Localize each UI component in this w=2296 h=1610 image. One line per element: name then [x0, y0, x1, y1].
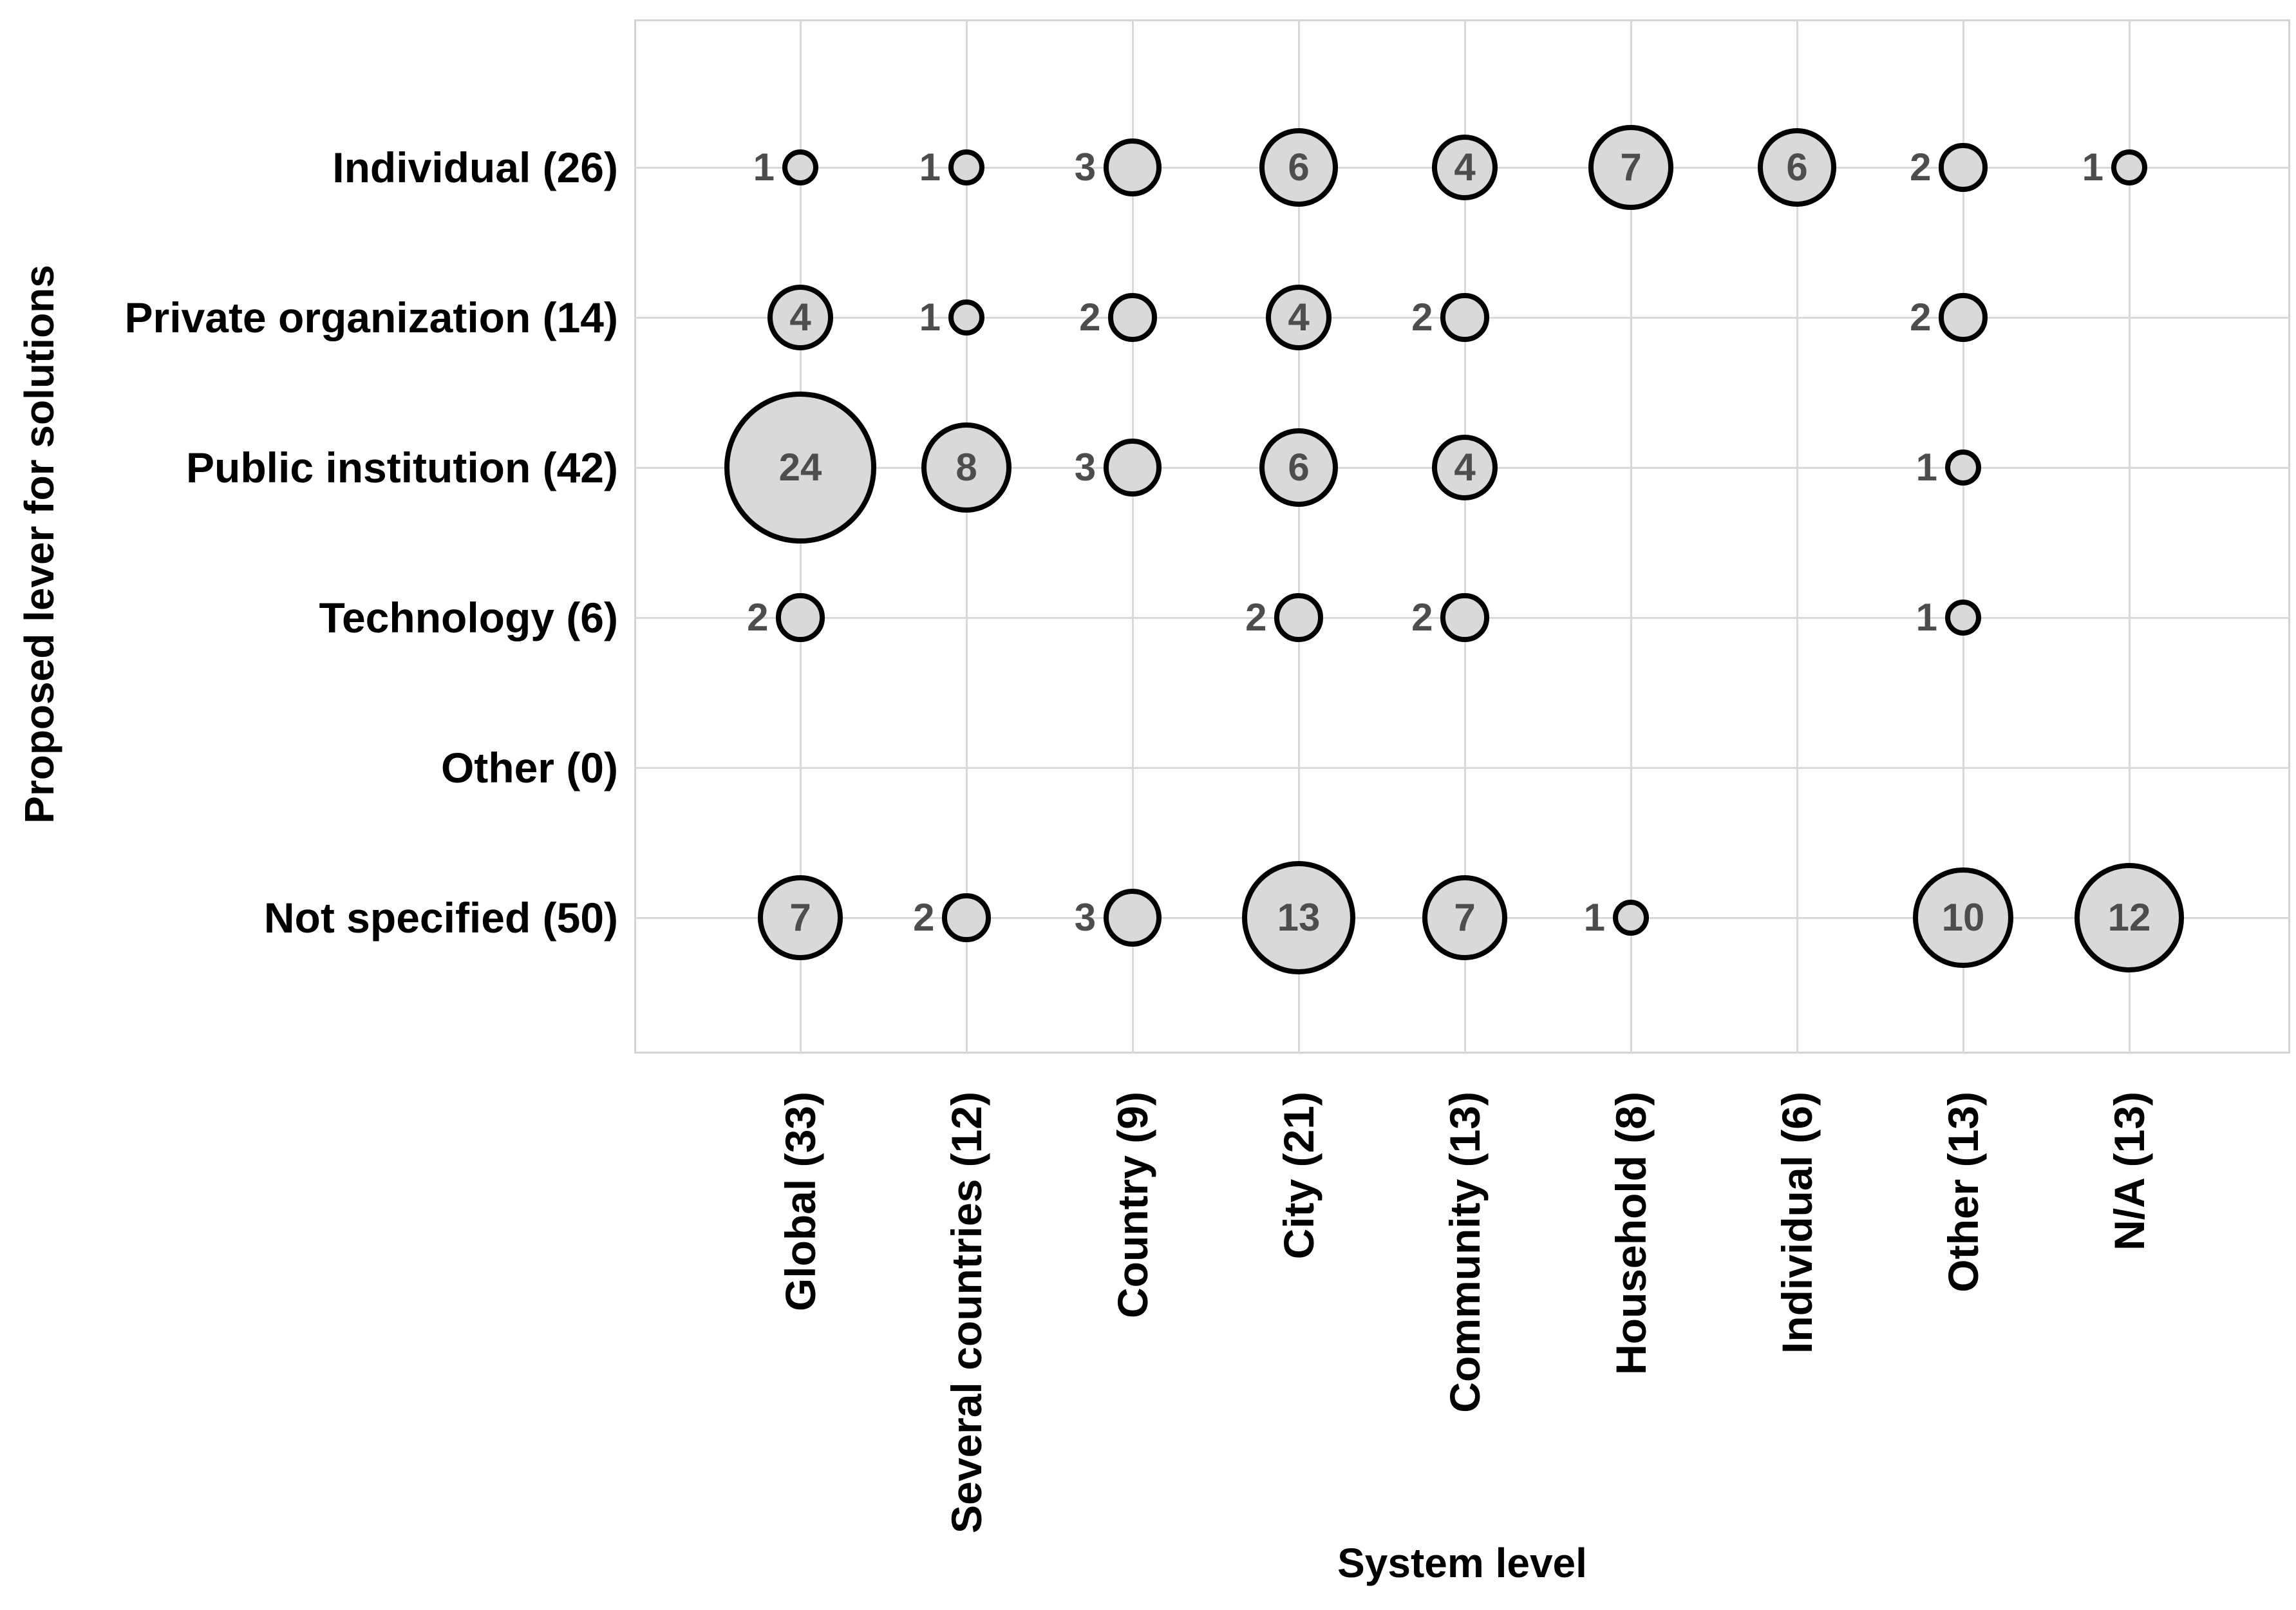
bubble: [782, 149, 818, 185]
bubble-value-label: 1: [1915, 596, 1937, 639]
bubble: [1613, 900, 1649, 936]
bubble-value-label: 8: [955, 446, 977, 489]
bubble-value-label: 1: [753, 146, 775, 189]
bubble-value-label: 6: [1288, 446, 1310, 489]
bubble-value-label: 1: [2082, 146, 2103, 189]
bubble: [1440, 293, 1489, 342]
bubble: [1432, 435, 1498, 500]
y-tick-label: Not specified (50): [263, 894, 618, 942]
bubble-value-label: 1: [919, 296, 941, 339]
bubble: [1104, 138, 1162, 196]
y-tick-label: Private organization (14): [124, 294, 618, 341]
bubble: [776, 593, 825, 642]
x-tick-label: Individual (6): [1773, 1092, 1821, 1354]
x-axis-title: System level: [1337, 1540, 1587, 1586]
bubble-value-label: 4: [1288, 296, 1310, 339]
bubble: [1939, 293, 1988, 342]
bubble: [2111, 149, 2147, 185]
vertical-gridline: [2128, 19, 2131, 1054]
bubble-value-label: 12: [2107, 896, 2151, 939]
bubble: [1266, 285, 1331, 350]
bubble-value-label: 2: [1411, 596, 1433, 639]
vertical-gridline: [1297, 19, 1300, 1054]
vertical-gridline: [1962, 19, 1964, 1054]
bubble-value-label: 2: [1411, 296, 1433, 339]
bubble: [1945, 450, 1981, 486]
bubble: [942, 893, 991, 942]
x-tick-label: Country (9): [1109, 1092, 1156, 1318]
bubble: [1757, 128, 1837, 207]
x-tick-label: Community (13): [1441, 1092, 1489, 1413]
bubble-value-label: 2: [1910, 146, 1932, 189]
vertical-gridline: [1630, 19, 1632, 1054]
bubble-value-label: 24: [778, 446, 822, 489]
x-tick-label: Other (13): [1939, 1092, 1987, 1293]
bubble-value-label: 2: [1245, 596, 1267, 639]
bubble-value-label: 3: [1074, 896, 1096, 939]
x-tick-label: Household (8): [1607, 1092, 1655, 1375]
bubble-value-label: 4: [1454, 446, 1476, 489]
bubble: [758, 875, 843, 960]
bubble-value-label: 2: [913, 896, 935, 939]
vertical-gridline: [965, 19, 968, 1054]
bubble: [1274, 593, 1323, 642]
bubble: [1242, 861, 1355, 974]
bubble: [1913, 867, 2013, 968]
bubble-value-label: 2: [1910, 296, 1932, 339]
horizontal-gridline: [634, 766, 2290, 769]
y-tick-label: Other (0): [440, 744, 618, 791]
bubble-value-label: 6: [1786, 146, 1808, 189]
bubble: [2075, 863, 2184, 972]
bubble-value-label: 10: [1941, 896, 1985, 939]
bubble: [767, 285, 833, 350]
y-tick-label: Public institution (42): [186, 444, 618, 491]
bubble-value-label: 4: [1454, 146, 1476, 189]
bubble: [921, 422, 1012, 513]
bubble-value-label: 1: [919, 146, 941, 189]
y-axis-title: Proposed lever for solutions: [16, 265, 62, 824]
bubble: [1422, 875, 1507, 960]
bubble: [1440, 593, 1489, 642]
bubble: [1432, 135, 1498, 200]
bubble: [948, 149, 984, 185]
bubble: [1104, 439, 1162, 497]
bubble: [1259, 128, 1339, 207]
y-tick-label: Technology (6): [319, 594, 618, 641]
bubble: [1945, 600, 1981, 636]
x-tick-label: N/A (13): [2105, 1092, 2153, 1251]
bubble: [1259, 428, 1339, 507]
bubble-value-label: 6: [1288, 146, 1310, 189]
bubble: [948, 299, 984, 336]
y-tick-label: Individual (26): [332, 144, 618, 191]
bubble: [1104, 889, 1162, 947]
bubble-value-label: 3: [1074, 446, 1096, 489]
bubble-value-label: 2: [747, 596, 769, 639]
bubble-value-label: 1: [1583, 896, 1605, 939]
bubble: [1939, 143, 1988, 192]
bubble-value-label: 7: [1454, 896, 1476, 939]
x-tick-label: Global (33): [776, 1092, 824, 1312]
bubble: [1588, 125, 1673, 210]
vertical-gridline: [1463, 19, 1466, 1054]
bubble-value-label: 4: [789, 296, 811, 339]
bubble: [724, 392, 876, 544]
vertical-gridline: [1131, 19, 1134, 1054]
bubble: [1108, 293, 1157, 342]
x-tick-label: Several countries (12): [943, 1092, 990, 1533]
bubble-value-label: 3: [1074, 146, 1096, 189]
bubble-value-label: 7: [789, 896, 811, 939]
bubble-value-label: 1: [1915, 446, 1937, 489]
vertical-gridline: [1796, 19, 1798, 1054]
bubble-value-label: 7: [1620, 146, 1642, 189]
x-tick-label: City (21): [1275, 1092, 1322, 1260]
bubble-value-label: 2: [1079, 296, 1101, 339]
bubble-value-label: 13: [1277, 896, 1321, 939]
